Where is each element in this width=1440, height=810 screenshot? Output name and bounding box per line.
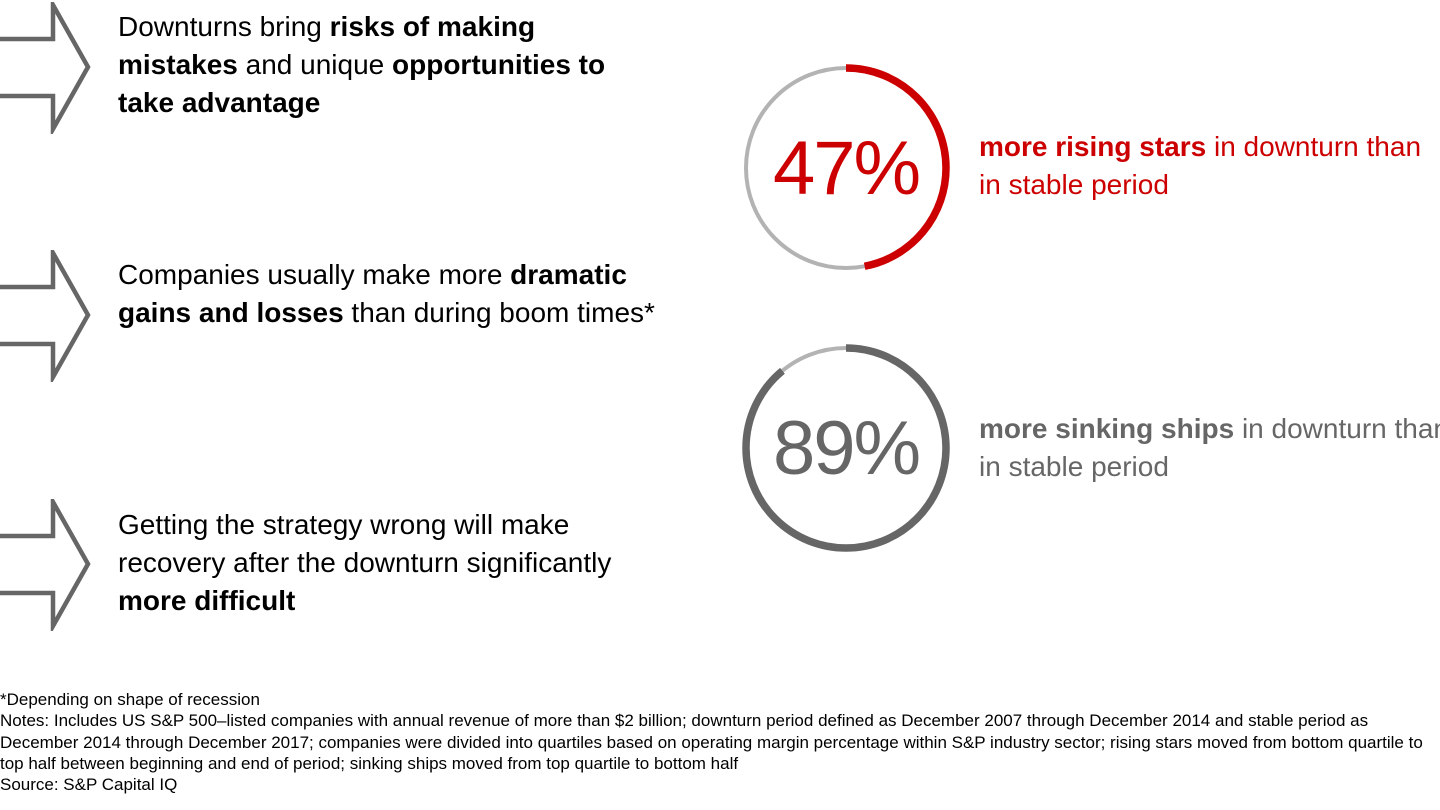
stat-description: more sinking ships in downturn than in s…	[979, 410, 1440, 486]
body-text: and unique	[237, 49, 393, 80]
arrow-right-outline-icon	[0, 499, 91, 631]
footnote: *Depending on shape of recession	[0, 690, 260, 709]
arrow-right-outline-icon	[0, 2, 91, 134]
key-point-text: Companies usually make more dramatic gai…	[118, 256, 658, 332]
notes-block: *Depending on shape of recession Notes: …	[0, 689, 1440, 795]
stat-rest: in downturn than in stable period	[979, 413, 1440, 482]
percent-value: 47%	[772, 125, 921, 211]
percent-ring: 47%	[741, 63, 951, 273]
emphasis-text: opportunities to take advantage	[118, 49, 606, 118]
stat-emphasis: more rising stars	[979, 131, 1207, 162]
body-text: Downturns bring	[118, 11, 330, 42]
percent-value: 89%	[772, 405, 921, 491]
emphasis-text: risks of making mistakes	[118, 11, 536, 80]
source-text: Source: S&P Capital IQ	[0, 775, 178, 795]
arrow-right-outline-icon	[0, 250, 91, 382]
ring-fill	[742, 344, 950, 552]
emphasis-text: more difficult	[118, 585, 296, 616]
key-point-text: Downturns bring risks of making mistakes…	[118, 8, 658, 122]
body-text: Companies usually make more	[118, 259, 511, 290]
stat-rest: in downturn than in stable period	[979, 131, 1422, 200]
key-point-text: Getting the strategy wrong will make rec…	[118, 506, 658, 620]
ring-fill	[742, 64, 950, 272]
emphasis-text: dramatic gains and losses	[118, 259, 627, 328]
stat-description: more rising stars in downturn than in st…	[979, 128, 1440, 204]
percent-ring: 89%	[741, 343, 951, 553]
body-text: than during boom times*	[343, 297, 655, 328]
body-text: Getting the strategy wrong will make rec…	[118, 509, 612, 578]
stat-emphasis: more sinking ships	[979, 413, 1235, 444]
notes-text: Notes: Includes US S&P 500–listed compan…	[0, 711, 1423, 773]
